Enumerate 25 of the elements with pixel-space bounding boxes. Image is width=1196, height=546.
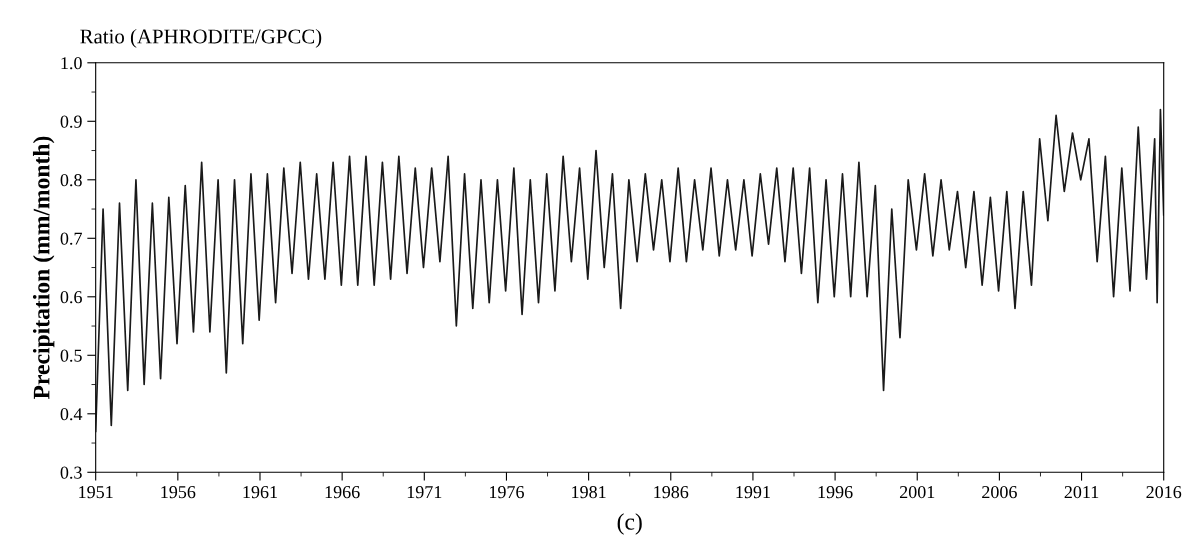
y-tick-label: 0.6 bbox=[60, 291, 82, 304]
x-tick-label: 1996 bbox=[818, 486, 853, 499]
x-tick-label: 1986 bbox=[654, 486, 689, 499]
x-tick-label: 1971 bbox=[407, 486, 442, 499]
x-tick-label: 2011 bbox=[1064, 486, 1099, 499]
x-tick-label: 1961 bbox=[243, 486, 277, 499]
y-tick-label: 0.5 bbox=[60, 349, 82, 362]
y-tick-label: 0.9 bbox=[60, 115, 82, 128]
x-tick-label: 2006 bbox=[982, 486, 1017, 499]
x-tick-label: 1956 bbox=[161, 486, 196, 499]
y-tick-label: 0.7 bbox=[60, 232, 82, 245]
x-tick-label: 2016 bbox=[1146, 486, 1182, 499]
text: (c) bbox=[617, 513, 642, 535]
x-tick-label: 1966 bbox=[325, 486, 360, 499]
y-tick-label: 0.3 bbox=[60, 466, 82, 479]
x-tick-label: 2001 bbox=[899, 486, 935, 499]
chart-title: Ratio (APHRODITE/GPCC) bbox=[80, 28, 322, 48]
x-tick-label: 1991 bbox=[736, 486, 770, 499]
x-tick-label: 1981 bbox=[572, 486, 606, 499]
y-tick-label: 1.0 bbox=[61, 57, 82, 70]
y-tick-label: 0.4 bbox=[60, 408, 83, 421]
y-tick-label: 0.8 bbox=[60, 174, 82, 187]
y-axis-title: Precipitation (mm/month) bbox=[32, 136, 55, 400]
x-tick-label: 1976 bbox=[489, 486, 524, 499]
x-tick-label: 1951 bbox=[79, 486, 113, 499]
